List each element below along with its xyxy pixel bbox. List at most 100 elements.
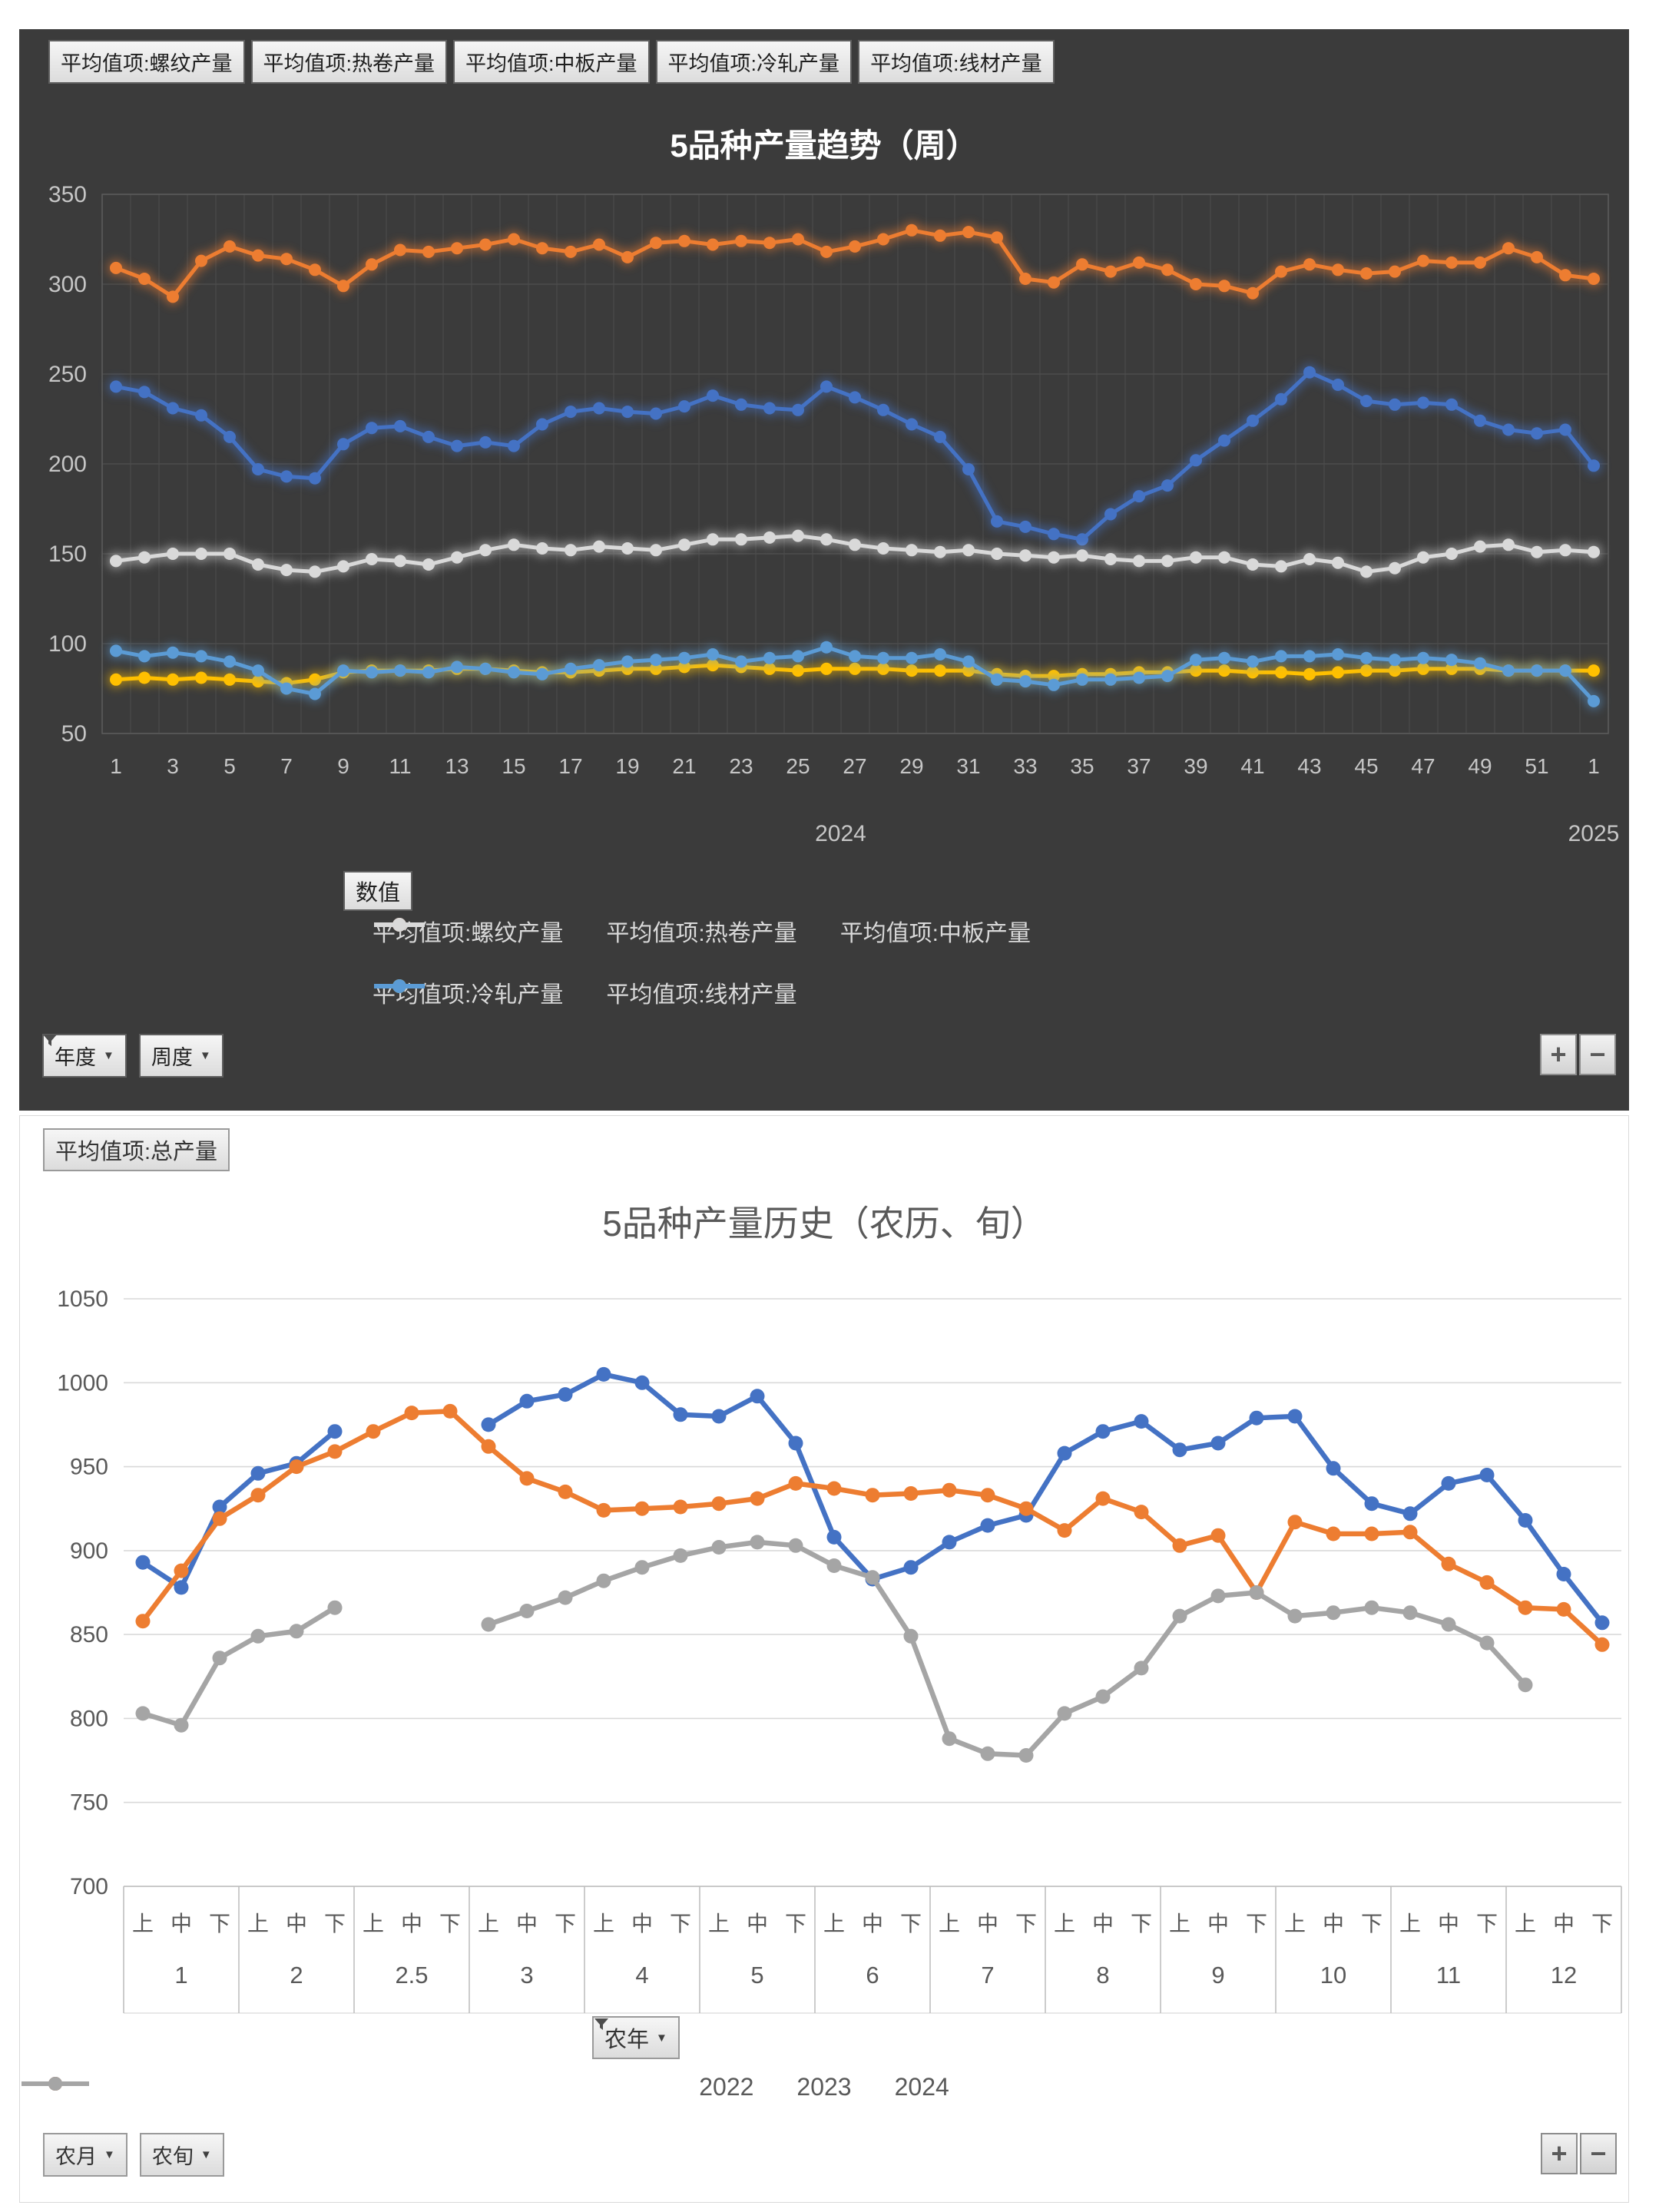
svg-text:中: 中: [171, 1912, 192, 1936]
svg-text:上: 上: [823, 1912, 845, 1936]
svg-text:下: 下: [209, 1912, 230, 1936]
svg-text:100: 100: [48, 631, 87, 657]
svg-text:51: 51: [1525, 754, 1548, 778]
svg-text:43: 43: [1297, 754, 1321, 778]
legend-label: 平均值项:线材产量: [606, 982, 797, 1008]
zoom-buttons: + −: [1540, 1034, 1616, 1075]
svg-text:中: 中: [747, 1912, 768, 1936]
svg-text:下: 下: [439, 1912, 461, 1936]
legend-item: 平均值项:中板产量: [374, 914, 1031, 948]
svg-text:1050: 1050: [57, 1286, 108, 1312]
svg-text:13: 13: [445, 754, 469, 778]
chevron-down-icon: ▼: [104, 2148, 115, 2161]
lunar-year-filter-button[interactable]: 农年 ▼: [592, 2016, 680, 2059]
svg-text:下: 下: [785, 1912, 806, 1936]
svg-text:下: 下: [1015, 1912, 1037, 1936]
svg-text:上: 上: [363, 1912, 384, 1936]
chevron-down-icon: ▼: [103, 1049, 114, 1062]
history-chart-title: 5品种产量历史（农历、旬）: [602, 1204, 1046, 1243]
svg-text:17: 17: [558, 754, 582, 778]
filter-label: 周度: [151, 1046, 193, 1069]
svg-text:中: 中: [1323, 1912, 1344, 1936]
filter-label: 农旬: [151, 2145, 194, 2168]
svg-text:37: 37: [1127, 754, 1151, 778]
svg-text:下: 下: [900, 1912, 922, 1936]
svg-text:7: 7: [280, 754, 293, 778]
svg-text:300: 300: [48, 272, 87, 297]
svg-text:中: 中: [977, 1912, 998, 1936]
legend-label: 2023: [796, 2073, 852, 2101]
svg-text:850: 850: [70, 1622, 108, 1647]
svg-text:6: 6: [866, 1962, 879, 1988]
zoom-in-button[interactable]: +: [1541, 2133, 1578, 2174]
svg-text:10: 10: [1320, 1962, 1346, 1988]
y-axis-labels: 700 750 800 850 900 950 1000 1050: [57, 1286, 108, 1899]
filter-label: 农月: [55, 2145, 97, 2168]
zoom-out-button[interactable]: −: [1579, 1034, 1616, 1075]
svg-text:上: 上: [1399, 1912, 1421, 1936]
zoom-in-button[interactable]: +: [1540, 1034, 1577, 1075]
filter-button-年度[interactable]: 年度 ▼: [42, 1034, 127, 1078]
svg-text:39: 39: [1184, 754, 1207, 778]
legend: 2022 2023 2024: [20, 2073, 1628, 2101]
svg-text:中: 中: [286, 1912, 307, 1936]
legend-item: 平均值项:热卷产量: [374, 914, 797, 948]
svg-text:中: 中: [401, 1912, 422, 1936]
filter-button-农旬[interactable]: 农旬 ▼: [139, 2133, 224, 2177]
pivot-field-button[interactable]: 平均值项:螺纹产量: [48, 40, 245, 84]
svg-text:2.5: 2.5: [395, 1962, 428, 1988]
x-axis-band: 上中下上中下上中下上中下上中下上中下上中下上中下上中下上中下上中下上中下上中下1…: [123, 1886, 1622, 2014]
svg-text:上: 上: [247, 1912, 269, 1936]
svg-text:15: 15: [502, 754, 525, 778]
series-平均值项:热卷产量: [108, 221, 1602, 306]
pivot-field-button[interactable]: 平均值项:冷轧产量: [655, 40, 853, 84]
chevron-down-icon: ▼: [199, 1049, 211, 1062]
weekly-chart-title: 5品种产量趋势（周）: [670, 127, 979, 164]
svg-text:12: 12: [1551, 1962, 1577, 1988]
svg-text:4: 4: [635, 1962, 648, 1988]
legend-marker-icon: [374, 918, 425, 932]
svg-text:21: 21: [672, 754, 696, 778]
zoom-out-button[interactable]: −: [1580, 2133, 1617, 2174]
total-output-field-button[interactable]: 平均值项:总产量: [43, 1128, 230, 1171]
filter-button-农月[interactable]: 农月 ▼: [43, 2133, 127, 2177]
svg-text:5: 5: [750, 1962, 763, 1988]
svg-text:中: 中: [862, 1912, 883, 1936]
legend-label: 2024: [894, 2073, 949, 2101]
x-axis-labels: 1 3 5 7 9 11 13 15 17 19 21 23 25 27 29 31 33 35 37 39 41 43 4…: [110, 754, 1600, 778]
legend-item: 2022: [22, 2073, 753, 2101]
pivot-field-buttons: 平均值项:螺纹产量 平均值项:热卷产量 平均值项:中板产量 平均值项:冷轧产量 平均值项…: [48, 40, 1055, 84]
svg-text:23: 23: [729, 754, 753, 778]
svg-text:47: 47: [1411, 754, 1435, 778]
svg-text:1: 1: [110, 754, 122, 778]
svg-text:2024: 2024: [815, 821, 866, 846]
svg-text:19: 19: [615, 754, 639, 778]
svg-text:33: 33: [1013, 754, 1037, 778]
values-field-button[interactable]: 数值: [343, 871, 413, 911]
svg-text:350: 350: [48, 182, 87, 207]
svg-text:200: 200: [48, 452, 87, 477]
gridlines: [101, 194, 1609, 734]
svg-text:下: 下: [324, 1912, 346, 1936]
pivot-field-button[interactable]: 平均值项:热卷产量: [250, 40, 448, 84]
axis-filter-buttons: 农月 ▼ 农旬 ▼: [43, 2133, 224, 2177]
svg-text:上: 上: [708, 1912, 730, 1936]
legend-marker-icon: [374, 979, 425, 993]
svg-text:8: 8: [1096, 1962, 1109, 1988]
svg-text:45: 45: [1354, 754, 1378, 778]
svg-text:下: 下: [1361, 1912, 1382, 1936]
filter-label: 农年: [604, 2028, 650, 2052]
pivot-field-button[interactable]: 平均值项:中板产量: [453, 40, 650, 84]
series-平均值项:螺纹产量: [108, 363, 1602, 548]
svg-text:下: 下: [1246, 1912, 1267, 1936]
svg-text:上: 上: [478, 1912, 499, 1936]
svg-text:下: 下: [670, 1912, 691, 1936]
svg-text:41: 41: [1240, 754, 1264, 778]
legend-row-2: 平均值项:冷轧产量 平均值项:线材产量: [373, 975, 797, 1009]
filter-button-周度[interactable]: 周度 ▼: [138, 1034, 224, 1078]
svg-text:上: 上: [1054, 1912, 1075, 1936]
svg-text:上: 上: [939, 1912, 960, 1936]
svg-text:下: 下: [1131, 1912, 1152, 1936]
pivot-field-button[interactable]: 平均值项:线材产量: [858, 40, 1055, 84]
